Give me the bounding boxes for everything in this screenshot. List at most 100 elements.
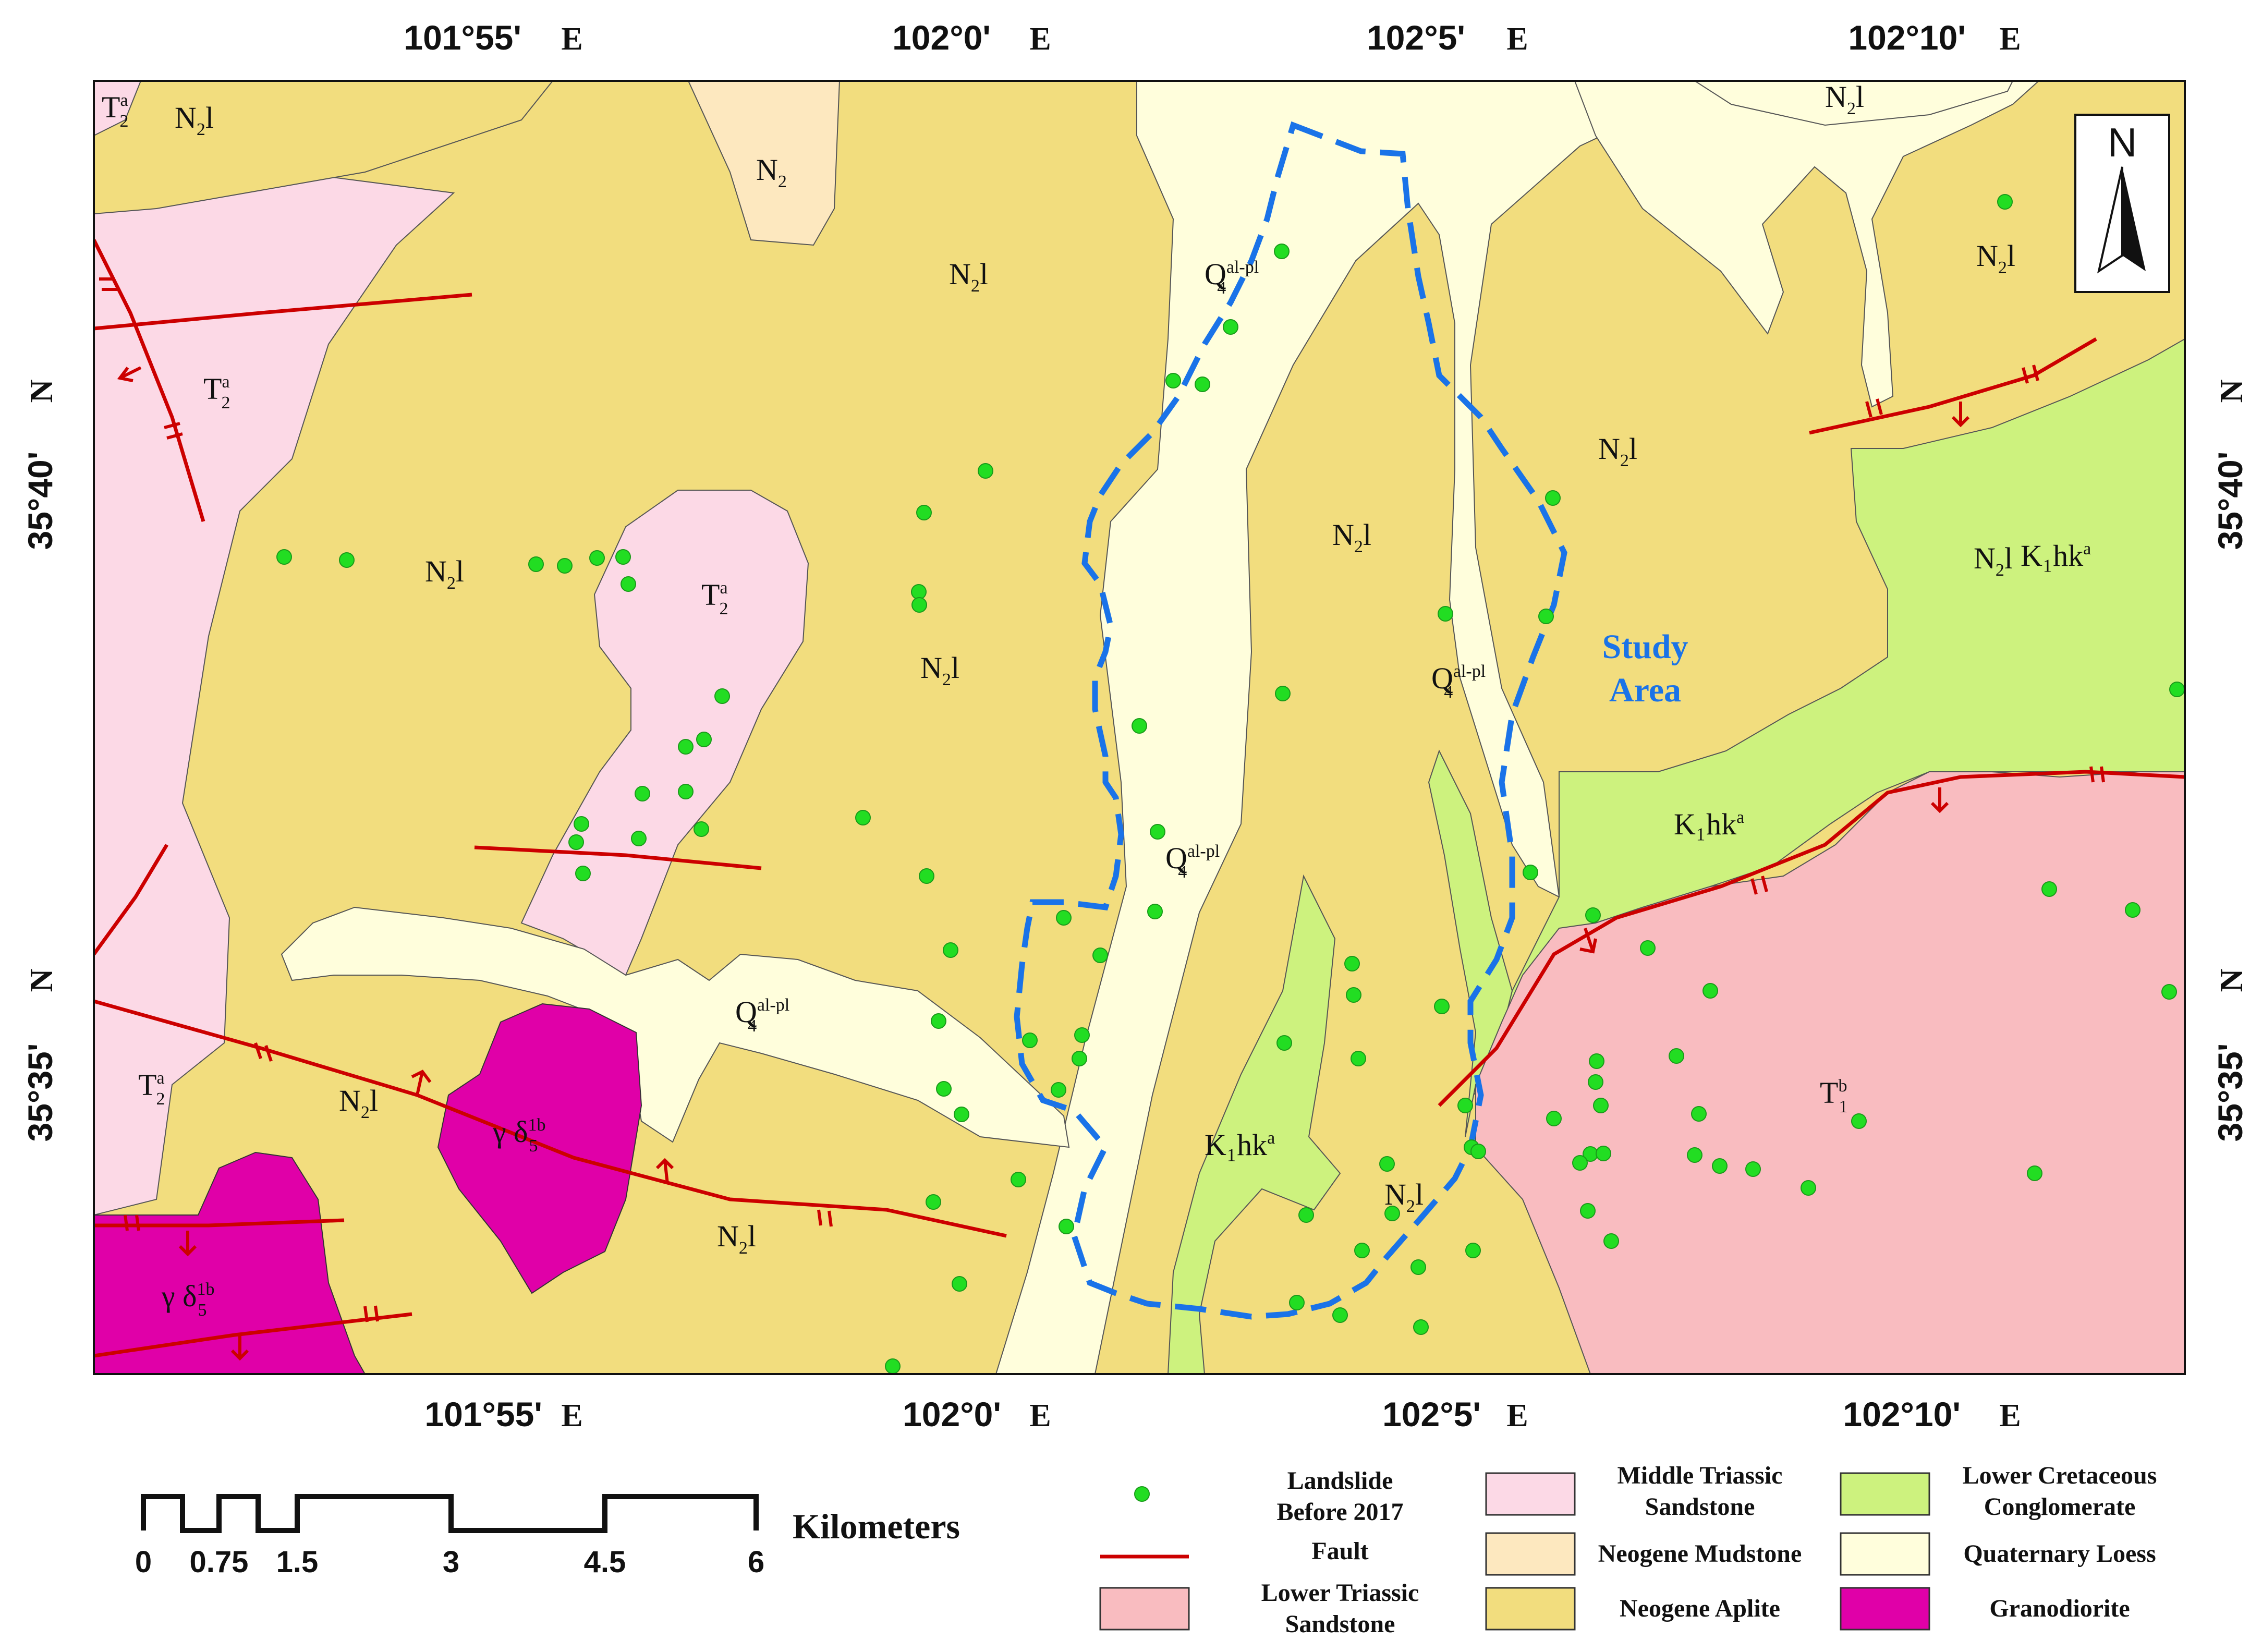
bottom-lon-label: 102°5' (1382, 1395, 1481, 1434)
north-arrow-icon: N (2074, 114, 2170, 293)
landslide-point (714, 688, 730, 704)
top-lon-unit: E (1029, 21, 1051, 57)
quaternary-loess-ne-area (1574, 81, 2040, 408)
top-lon-unit: E (561, 21, 582, 57)
scale-tick-label: 0.75 (190, 1545, 249, 1579)
legend-mid-triassic-label: Sandstone (1645, 1493, 1755, 1521)
fault-line (94, 844, 169, 956)
landslide-point (528, 556, 544, 572)
landslide-point (339, 552, 355, 568)
geological-unit-label: N2l (425, 554, 464, 593)
scale-bar-line (141, 1494, 759, 1533)
neogene-mudstone-area (687, 81, 841, 246)
landslide-point (635, 786, 650, 801)
landslide-point (885, 1358, 901, 1374)
geological-unit-label: N2l (1332, 518, 1371, 556)
landslide-point (589, 550, 605, 566)
legend-lower-triassic-label: Lower Triassic (1261, 1579, 1419, 1607)
geological-unit-label: N2l (1974, 541, 2013, 580)
landslide-point (1276, 1035, 1292, 1051)
fault-tick-icon (2022, 365, 2039, 384)
fault-arrow-icon (117, 366, 142, 382)
geological-unit-label: N2l (1384, 1177, 1424, 1216)
coordinate-labels: 101°55' E 102°0' E 102°5' E 102°10' E 10… (21, 18, 2249, 1434)
scale-tick-label: 6 (748, 1545, 764, 1579)
landslide-point (678, 739, 694, 755)
landslide-point (1997, 194, 2013, 210)
fault-arrow-icon (1930, 787, 1949, 813)
landslide-point (1022, 1032, 1038, 1048)
landslide-point (1147, 904, 1163, 919)
fault-line (94, 1218, 345, 1228)
landslide-point (1851, 1113, 1867, 1129)
geological-unit-label: N2l (1976, 239, 2015, 277)
landslide-point (1346, 987, 1361, 1003)
landslide-points (276, 194, 2185, 1374)
fault-symbols (99, 277, 2105, 1361)
middle-triassic-corner-area (94, 81, 142, 137)
geological-unit-label: N2 (756, 153, 787, 191)
bottom-lon-label: 102°0' (903, 1395, 1001, 1434)
fault-arrow-icon (411, 1070, 432, 1096)
landslide-point (557, 558, 573, 574)
landslide-point (1589, 1053, 1604, 1069)
landslide-point (2041, 881, 2057, 897)
landslide-point (276, 549, 292, 565)
geological-unit-label: K₁hka (1674, 807, 1744, 841)
landslide-point (926, 1194, 941, 1210)
bottom-lon-unit: E (1029, 1398, 1051, 1434)
lower-triassic-area (1475, 771, 2185, 1374)
landslide-point (1434, 999, 1450, 1014)
geological-unit-label: N2l (1598, 432, 1637, 470)
top-lon-label: 101°55' (404, 18, 521, 57)
landslide-point (1051, 1082, 1066, 1098)
landslide-point (952, 1276, 967, 1292)
landslide-point (936, 1081, 952, 1097)
landslide-point (574, 816, 589, 832)
geological-unit-label: Ta 2 (102, 90, 129, 131)
landslide-point (1585, 907, 1601, 923)
landslide-point (1712, 1158, 1728, 1174)
landslide-point (1150, 824, 1165, 840)
left-lat-unit: N (24, 969, 59, 992)
scale-bar: 0 0.75 1.5 3 4.5 6 Kilometers (135, 1494, 960, 1579)
scale-unit-label: Kilometers (793, 1507, 960, 1546)
landslide-point (1056, 910, 1072, 926)
map-border (93, 80, 2186, 1375)
landslide-point (1074, 1027, 1090, 1043)
landslide-point (855, 810, 871, 825)
fault-tick-icon (1865, 398, 1883, 418)
legend-mudstone-label: Neogene Mudstone (1598, 1540, 1802, 1568)
landslide-point (1801, 1180, 1816, 1196)
fault-line (1438, 770, 2185, 1107)
geological-unit-label: N2l (175, 101, 214, 139)
landslide-point (1438, 606, 1453, 622)
landslide-point (631, 831, 647, 846)
landslide-point (1344, 956, 1360, 971)
landslide-point (2125, 902, 2141, 918)
legend-aplite-label: Neogene Aplite (1620, 1595, 1780, 1622)
fault-arrow-icon (655, 1158, 674, 1184)
landslide-point (916, 505, 932, 520)
granodiorite-sw-area (94, 1151, 366, 1374)
fault-tick-icon (124, 1214, 140, 1231)
fault-tick-icon (817, 1209, 833, 1227)
legend-granodiorite-swatch (1840, 1587, 1930, 1631)
legend-mid-triassic-label: Middle Triassic (1618, 1462, 1783, 1489)
landslide-point (978, 463, 993, 479)
geological-unit-label: N2l (920, 651, 959, 689)
scale-tick-label: 4.5 (584, 1545, 626, 1579)
geological-unit-label: N2l (339, 1084, 378, 1122)
aplite-corner-area (94, 81, 554, 215)
fault-line (94, 1312, 412, 1358)
landslide-point (1413, 1319, 1429, 1335)
landslide-point (1195, 376, 1210, 392)
fault-line (94, 293, 472, 331)
legend-mudstone-swatch (1485, 1532, 1576, 1576)
geological-unit-label: K₁hka (2021, 539, 2091, 573)
landslide-point (1603, 1233, 1619, 1249)
lower-cretaceous-south-area (1167, 874, 1341, 1374)
fault-line (474, 845, 762, 870)
fault-tick-icon (2089, 766, 2105, 783)
legend-landslide-icon (1134, 1486, 1150, 1502)
